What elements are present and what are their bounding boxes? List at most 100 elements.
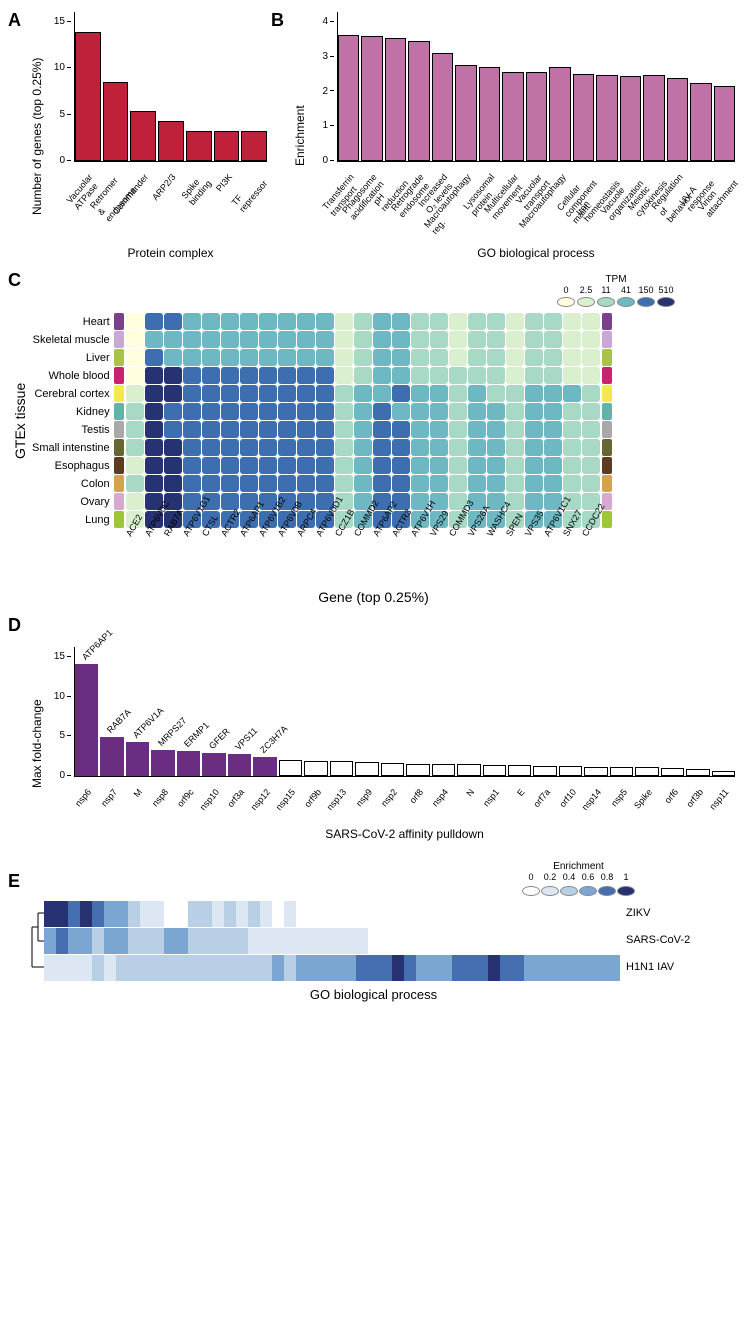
heatmap-cell: [202, 349, 220, 366]
bar-x-label: nsp7: [99, 787, 119, 808]
heatmap-cell: [512, 901, 524, 927]
heatmap-cell: [284, 901, 296, 927]
heatmap-cell: [297, 331, 315, 348]
bar: [635, 767, 658, 776]
panel-b-ylabel: Enrichment: [293, 12, 307, 260]
heatmap-cell: [224, 901, 236, 927]
legend-break: 11: [597, 285, 615, 295]
bar-col: [158, 121, 184, 161]
bar-col: [610, 767, 633, 776]
heatmap-cell: [428, 901, 440, 927]
heatmap-cell: [278, 475, 296, 492]
bar-col: [381, 763, 404, 776]
heatmap-cell: [582, 439, 600, 456]
tissue-color-swatch: [114, 511, 124, 528]
heatmap-cell: [296, 955, 308, 981]
bar: [712, 771, 735, 776]
heatmap-cell: [316, 475, 334, 492]
panel-a: A Number of genes (top 0.25%) 051015 Vac…: [12, 12, 267, 260]
heatmap-cell: [468, 349, 486, 366]
heatmap-cell: [582, 475, 600, 492]
tissue-color-swatch: [602, 511, 612, 528]
panel-d-yticks: 051015: [47, 647, 71, 776]
bar: [338, 35, 359, 161]
bar-x-label: orf8: [407, 787, 425, 805]
heatmap-cell: [449, 439, 467, 456]
bar: [483, 765, 506, 776]
bar: [279, 760, 302, 776]
heatmap-cell: [164, 313, 182, 330]
heatmap-cell: [512, 928, 524, 954]
heatmap-cell: [392, 457, 410, 474]
heatmap-cell: [335, 313, 353, 330]
panel-d-xlabel: SARS-CoV-2 affinity pulldown: [74, 827, 735, 841]
heatmap-cell: [563, 331, 581, 348]
heatmap-cell: [548, 901, 560, 927]
panel-d: D Max fold-change 051015 ATP6AP1RAB7AATP…: [12, 617, 735, 841]
tissue-color-swatch: [114, 385, 124, 402]
tissue-color-swatch: [602, 439, 612, 456]
bar: [202, 753, 225, 776]
heatmap-row: [126, 331, 600, 348]
heatmap-cell: [449, 457, 467, 474]
heatmap-cell: [320, 928, 332, 954]
heatmap-cell: [278, 349, 296, 366]
tpm-legend-swatches: [557, 297, 675, 307]
bar-x-label: orf3b: [685, 787, 706, 809]
heatmap-cell: [525, 331, 543, 348]
heatmap-cell: [212, 901, 224, 927]
heatmap-cell: [536, 928, 548, 954]
heatmap-cell: [278, 457, 296, 474]
legend-break: 1: [617, 872, 635, 882]
heatmap-cell: [202, 403, 220, 420]
heatmap-cell: [221, 331, 239, 348]
heatmap-cell: [582, 403, 600, 420]
heatmap-cell: [248, 928, 260, 954]
bar-top-label: ZC3H7A: [258, 724, 289, 755]
heatmap-cell: [116, 955, 128, 981]
heatmap-cell: [296, 928, 308, 954]
heatmap-cell: [373, 367, 391, 384]
bar-col: [643, 75, 664, 161]
heatmap-cell: [236, 955, 248, 981]
heatmap-cell: [373, 331, 391, 348]
bar-col: [103, 82, 129, 161]
heatmap-cell: [525, 403, 543, 420]
heatmap-cell: [44, 901, 56, 927]
bar-x-label: nsp14: [580, 787, 603, 812]
heatmap-cell: [68, 928, 80, 954]
heatmap-cell: [152, 901, 164, 927]
tissue-color-swatch: [602, 403, 612, 420]
bar: [596, 75, 617, 161]
heatmap-cell: [584, 928, 596, 954]
heatmap-cell: [563, 367, 581, 384]
bar-col: [596, 75, 617, 161]
bar-col: [186, 131, 212, 161]
heatmap-cell: [140, 955, 152, 981]
heatmap-cell: [476, 928, 488, 954]
bar: [432, 53, 453, 161]
bar-col: [690, 83, 711, 161]
heatmap-cell: [563, 439, 581, 456]
bar: [103, 82, 129, 161]
heatmap-cell: [221, 403, 239, 420]
panel-d-label: D: [8, 615, 21, 636]
heatmap-cell: [411, 367, 429, 384]
heatmap-row: [126, 475, 600, 492]
heatmap-cell: [202, 331, 220, 348]
bar: [126, 742, 149, 776]
heatmap-cell: [411, 439, 429, 456]
heatmap-cell: [335, 457, 353, 474]
heatmap-cell: [202, 385, 220, 402]
legend-break: 2.5: [577, 285, 595, 295]
heatmap-cell: [152, 955, 164, 981]
heatmap-cell: [468, 403, 486, 420]
heatmap-cell: [164, 475, 182, 492]
heatmap-cell: [344, 928, 356, 954]
heatmap-cell: [392, 367, 410, 384]
heatmap-cell: [572, 928, 584, 954]
heatmap-cell: [126, 457, 144, 474]
bar-col: [130, 111, 156, 161]
legend-break: 150: [637, 285, 655, 295]
heatmap-cell: [104, 928, 116, 954]
